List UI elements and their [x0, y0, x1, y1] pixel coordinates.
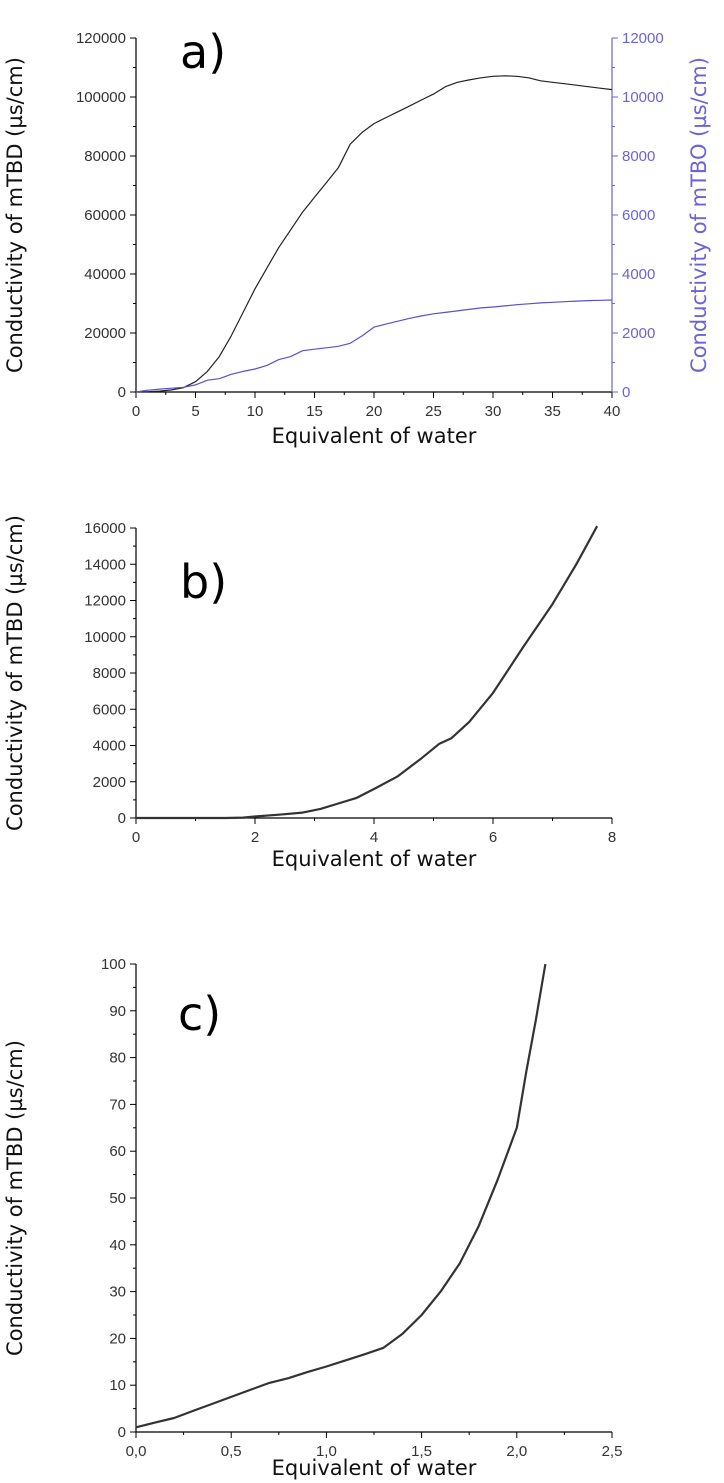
- x-tick-label: 2,0: [506, 1443, 527, 1460]
- x-tick-label: 40: [604, 403, 621, 420]
- x-tick-label: 20: [366, 403, 383, 420]
- x-tick-label: 6: [489, 829, 497, 846]
- y-tick-label: 20000: [84, 325, 126, 342]
- y-tick-label: 70: [109, 1096, 126, 1113]
- x-axis-title: Equivalent of water: [272, 1456, 477, 1480]
- y-axis-title: Conductivity of mTBD (µs/cm): [3, 515, 27, 831]
- panel-label: a): [180, 25, 226, 79]
- y-axis-title: Conductivity of mTBD (µs/cm): [3, 1040, 27, 1356]
- series-line-1: [135, 75, 613, 393]
- chart-panel-2: 0 2 4 6 8 0 2000 4000 6000 8000 10000 12000 14000 160…: [3, 515, 616, 871]
- chart-panel-3: 0,0 0,5 1,0 1,5 2,0 2,5 0 10 20 30 40 50 60 70 80 90 100…: [3, 956, 622, 1480]
- x-tick-label: 0,5: [221, 1443, 242, 1460]
- x-tick-label: 15: [306, 403, 323, 420]
- y-axis-title: Conductivity of mTBD (µs/cm): [3, 57, 27, 373]
- x-tick-label: 4: [370, 829, 378, 846]
- y-tick-label: 4000: [93, 738, 126, 755]
- y-tick-label: 10000: [84, 629, 126, 646]
- y-tick-label: 12000: [84, 593, 126, 610]
- x-tick-label: 2: [251, 829, 259, 846]
- panel-label: b): [180, 555, 227, 609]
- x-axis-title: Equivalent of water: [272, 424, 477, 448]
- chart-panel-1: 0 5 10 15 20 25 30 35 40020000400006000080000100…: [3, 25, 711, 448]
- y-tick-label: 2000: [93, 774, 126, 791]
- x-tick-label: 10: [247, 403, 264, 420]
- y2-tick-label: 12000: [622, 30, 664, 47]
- panel-label: c): [178, 987, 221, 1041]
- y-tick-label: 120000: [76, 30, 126, 47]
- y-tick-label: 16000: [84, 520, 126, 537]
- x-tick-label: 0: [132, 829, 140, 846]
- y-tick-label: 0: [118, 1424, 126, 1441]
- y-tick-label: 90: [109, 1003, 126, 1020]
- x-tick-label: 25: [425, 403, 442, 420]
- y-tick-label: 40: [109, 1237, 126, 1254]
- x-tick-label: 2,5: [602, 1443, 623, 1460]
- x-tick-label: 35: [544, 403, 561, 420]
- y2-tick-label: 10000: [622, 89, 664, 106]
- y-tick-label: 80000: [84, 148, 126, 165]
- y-tick-label: 10: [109, 1377, 126, 1394]
- x-axis-title: Equivalent of water: [272, 847, 477, 871]
- y-tick-label: 0: [118, 810, 126, 827]
- y2-tick-label: 4000: [622, 266, 655, 283]
- y-tick-label: 80: [109, 1050, 126, 1067]
- x-tick-label: 1,0: [316, 1443, 337, 1460]
- x-tick-label: 8: [608, 829, 616, 846]
- x-tick-label: 1,5: [411, 1443, 432, 1460]
- y-tick-label: 20: [109, 1330, 126, 1347]
- y2-tick-label: 8000: [622, 148, 655, 165]
- y2-tick-label: 6000: [622, 207, 655, 224]
- y2-tick-label: 2000: [622, 325, 655, 342]
- y-tick-label: 30: [109, 1284, 126, 1301]
- y-tick-label: 100000: [76, 89, 126, 106]
- y-tick-label: 0: [118, 384, 126, 401]
- y-tick-label: 60: [109, 1143, 126, 1160]
- y-tick-label: 60000: [84, 207, 126, 224]
- y2-tick-label: 0: [622, 384, 630, 401]
- y-tick-label: 100: [101, 956, 126, 973]
- series-line-1: [136, 525, 599, 820]
- x-tick-label: 5: [191, 403, 199, 420]
- y-tick-label: 8000: [93, 665, 126, 682]
- y-tick-label: 40000: [84, 266, 126, 283]
- y-tick-label: 50: [109, 1190, 126, 1207]
- series-line-1: [135, 963, 547, 1429]
- y-tick-label: 14000: [84, 556, 126, 573]
- x-tick-label: 0,0: [126, 1443, 147, 1460]
- series-line-2: [135, 299, 613, 393]
- x-tick-label: 30: [485, 403, 502, 420]
- x-tick-label: 0: [132, 403, 140, 420]
- y2-axis-title: Conductivity of mTBO (µs/cm): [687, 57, 711, 373]
- y-tick-label: 6000: [93, 701, 126, 718]
